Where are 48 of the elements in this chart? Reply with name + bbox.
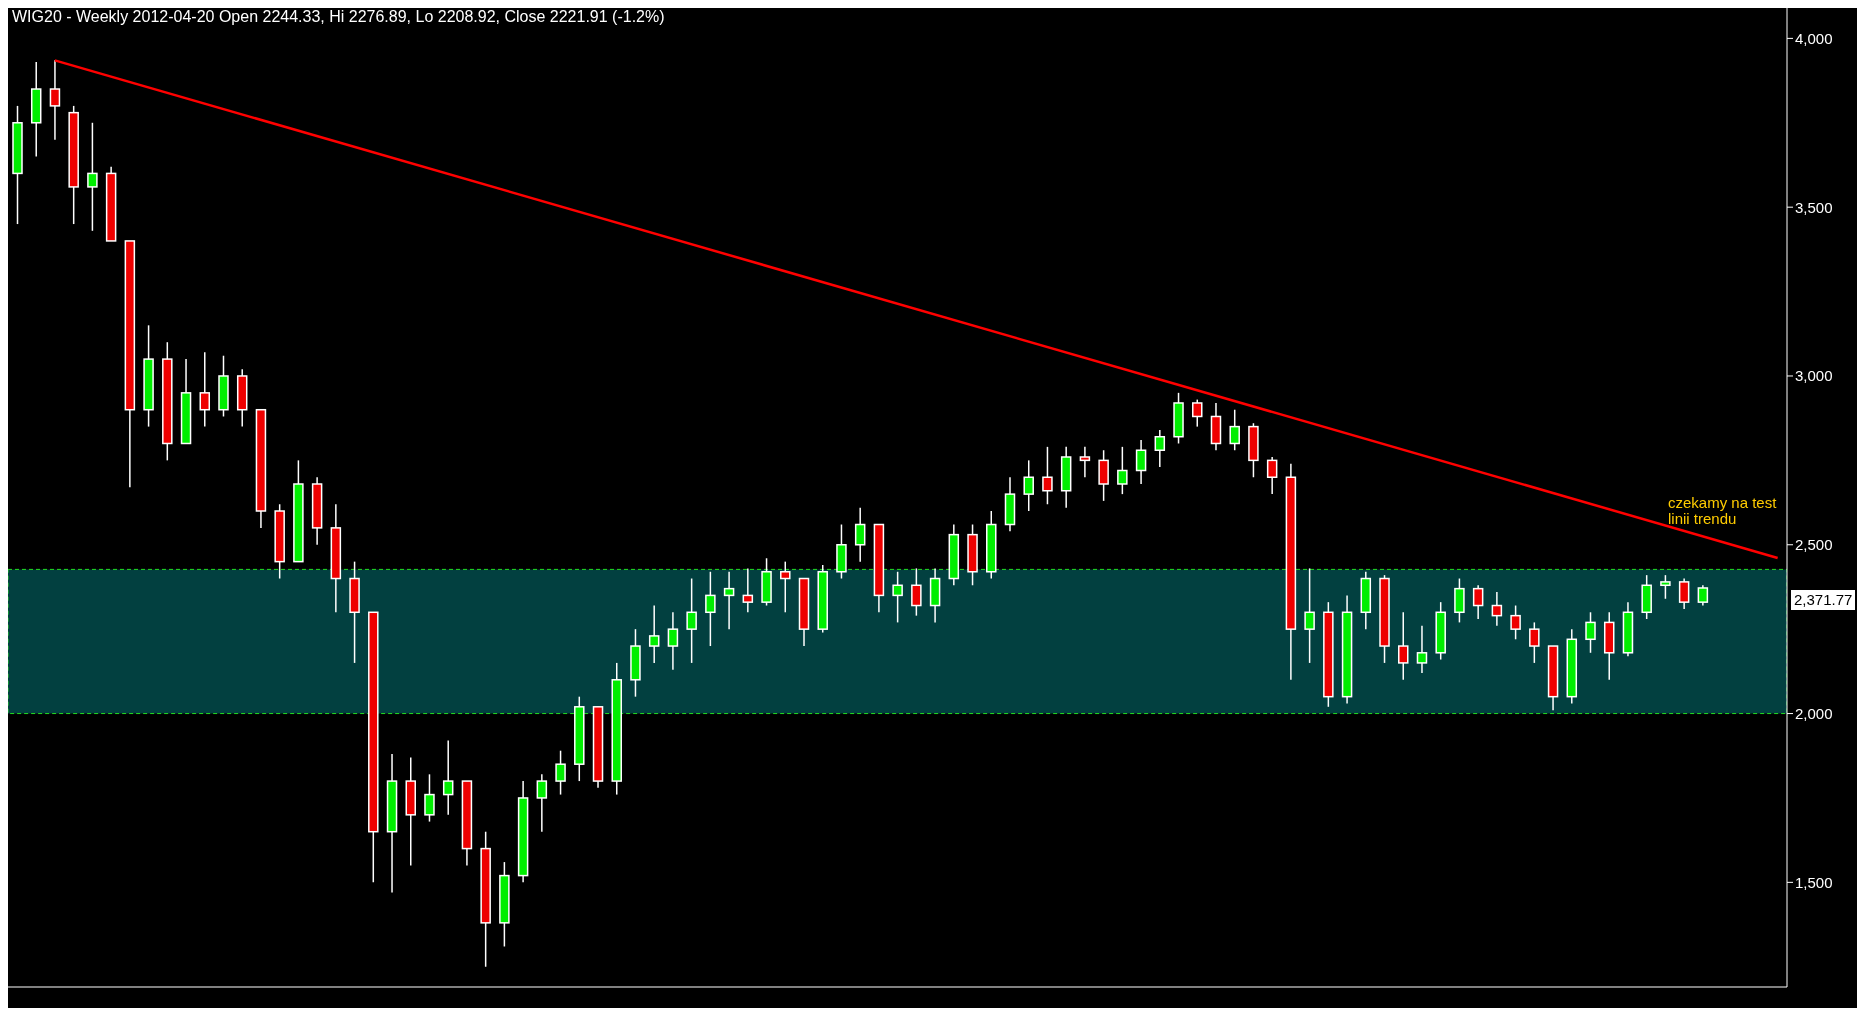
- candlestick: [1192, 398, 1203, 428]
- candlestick: [536, 773, 548, 833]
- candlestick: [892, 571, 903, 624]
- candlestick: [1660, 574, 1671, 600]
- candlestick: [1529, 621, 1540, 664]
- candlestick: [87, 122, 98, 232]
- candlestick: [1678, 577, 1690, 610]
- candlestick: [199, 351, 211, 428]
- candlestick: [49, 59, 61, 141]
- candlestick: [1229, 408, 1240, 451]
- chart-title: WIG20 - Weekly 2012-04-20 Open 2244.33, Hi 2276.89, Lo 2208.92, Close 2221.91 (-1.2%): [12, 8, 665, 26]
- candlestick: [648, 604, 660, 664]
- candlestick: [1585, 611, 1596, 654]
- candlestick: [1117, 446, 1128, 495]
- y-tick-label: 3,000: [1795, 367, 1833, 385]
- y-tick-label: 3,500: [1795, 198, 1833, 216]
- candlestick: [1154, 429, 1166, 468]
- candlestick: [667, 611, 679, 671]
- candlestick: [1266, 456, 1278, 495]
- candlestick: [780, 560, 791, 614]
- candlestick: [1454, 577, 1465, 624]
- y-tick-label: 4,000: [1795, 29, 1833, 47]
- candlestick: [686, 577, 697, 664]
- candlestick: [854, 506, 866, 563]
- candlestick: [1135, 439, 1147, 485]
- candlestick: [1416, 625, 1428, 674]
- candlestick: [1491, 591, 1503, 627]
- candlestick: [1079, 446, 1091, 478]
- candlestick: [424, 773, 435, 823]
- candlestick: [1304, 567, 1315, 664]
- candlestick: [1098, 449, 1109, 502]
- candlestick: [1398, 611, 1409, 681]
- candlestick: [911, 567, 922, 617]
- candlestick: [1510, 604, 1521, 641]
- y-tick-label: 2,000: [1795, 704, 1833, 722]
- candlestick: [1697, 584, 1709, 607]
- y-tick-label: 1,500: [1795, 873, 1833, 891]
- candlestick: [723, 571, 735, 630]
- annotation: czekamy na test linii trendu: [1668, 494, 1778, 527]
- candlestick: [742, 567, 754, 614]
- candlestick: [705, 571, 716, 647]
- candlestick: [555, 749, 566, 796]
- candlestick: [1023, 459, 1034, 512]
- candlestick: [1042, 446, 1053, 505]
- y-tick-label: 2,500: [1795, 536, 1833, 554]
- candlestick: [1472, 584, 1484, 620]
- text: 2,371.77: [1791, 590, 1856, 610]
- candlestick: [442, 739, 454, 816]
